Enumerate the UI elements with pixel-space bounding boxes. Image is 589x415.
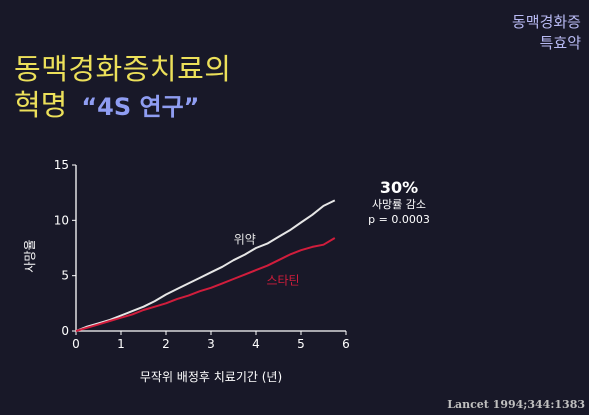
corner-tag: 동맥경화증 특효약 (471, 12, 581, 54)
x-tick-label: 0 (72, 337, 80, 351)
y-tick-label: 10 (54, 213, 69, 227)
y-tick-label: 0 (61, 324, 69, 338)
x-tick-label: 5 (297, 337, 305, 351)
slide-title-quote: “4S 연구” (81, 93, 200, 121)
x-tick-label: 2 (162, 337, 170, 351)
chart-series (75, 199, 336, 332)
placebo-label: 위약 (234, 232, 256, 247)
y-tick-label: 5 (61, 269, 69, 283)
x-axis-label: 무작위 배정후 치료기간 (년) (140, 370, 282, 384)
reduction-label: 사망률 감소 (371, 198, 427, 211)
mortality-reduction-callout: 30% 사망률 감소 p = 0.0003 (350, 178, 448, 227)
x-tick-label: 6 (342, 337, 350, 351)
slide-title-line1: 동맥경화증치료의 (14, 52, 232, 86)
corner-tag-line2: 특효약 (539, 34, 581, 52)
corner-tag-line1: 동맥경화증 (511, 13, 581, 31)
slide-title-line2: 혁명 “4S 연구” (14, 82, 199, 124)
statin-label: 스타틴 (266, 274, 299, 288)
x-tick-label: 1 (117, 337, 125, 351)
citation: Lancet 1994;344:1383 (447, 398, 585, 411)
x-tick-label: 4 (252, 337, 260, 351)
reduction-percent: 30% (379, 178, 419, 197)
statin-line (75, 237, 336, 332)
placebo-line (75, 199, 336, 332)
slide-title-word: 혁명 (14, 88, 68, 122)
y-axis-label: 사망율 (23, 239, 37, 272)
chart-ticks: 0 1 2 3 4 5 6 0 5 10 15 (54, 158, 350, 351)
x-tick-label: 3 (207, 337, 215, 351)
y-tick-label: 15 (54, 158, 69, 172)
p-value: p = 0.0003 (368, 213, 430, 226)
